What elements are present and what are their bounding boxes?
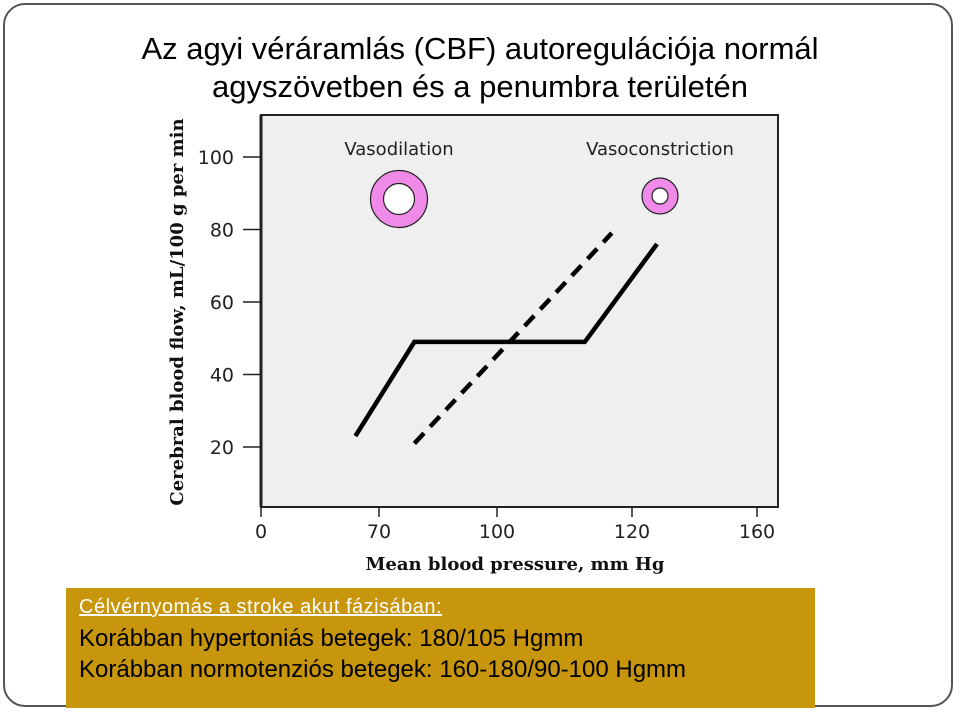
y-tick-label: 60	[210, 292, 234, 314]
x-tick-label: 160	[739, 521, 775, 543]
vasodilation-label: Vasodilation	[344, 139, 453, 160]
y-ticks: 20 40 60 80 100	[198, 147, 261, 459]
plot-panel	[260, 114, 779, 508]
y-axis-label: Cerebral blood flow, mL/100 g per min	[167, 118, 188, 505]
penumbra-dashed-line	[412, 231, 614, 445]
info-box: Célvérnyomás a stroke akut fázisában: Ko…	[66, 588, 815, 708]
x-tick-label: 120	[614, 521, 650, 543]
info-heading: Célvérnyomás a stroke akut fázisában:	[79, 596, 443, 618]
y-tick-label: 80	[210, 220, 234, 242]
y-tick-label: 20	[210, 437, 234, 459]
y-tick-label: 40	[210, 365, 234, 387]
series-layer	[353, 231, 659, 445]
x-tick-label: 0	[255, 521, 267, 543]
title-line-1: Az agyi véráramlás (CBF) autoregulációja…	[141, 31, 819, 66]
info-line-hypertensive: Korábban hypertoniás betegek: 180/105 Hg…	[79, 625, 584, 652]
vasoconstriction-label: Vasoconstriction	[586, 139, 734, 160]
x-tick-label: 70	[367, 521, 391, 543]
x-axis-label: Mean blood pressure, mm Hg	[366, 554, 665, 575]
y-tick-label: 100	[198, 147, 234, 169]
title-line-2: agyszövetben és a penumbra területén	[212, 69, 748, 104]
vessel-dilated-icon	[369, 169, 429, 229]
normal-autoregulation-line	[353, 242, 659, 438]
info-line-normotensive: Korábban normotenziós betegek: 160-180/9…	[79, 656, 687, 683]
vessel-constricted-icon	[641, 177, 679, 215]
x-tick-label: 100	[479, 521, 515, 543]
slide-title: Az agyi véráramlás (CBF) autoregulációja…	[0, 30, 960, 106]
x-ticks: 0 70 100 120 160	[255, 507, 775, 543]
